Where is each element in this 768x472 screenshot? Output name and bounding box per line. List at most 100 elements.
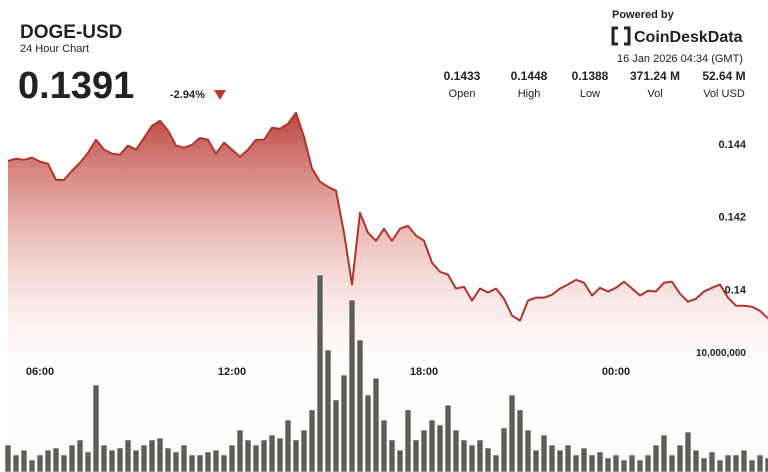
volume-bar: [580, 447, 588, 472]
volume-bar: [252, 444, 260, 472]
stat-value: 371.24 M: [630, 69, 680, 83]
volume-bar: [676, 444, 684, 472]
volume-bar: [92, 384, 100, 472]
volume-bar: [572, 454, 580, 472]
price-area: [8, 112, 768, 472]
volume-bar: [588, 454, 596, 472]
volume-bar: [60, 454, 68, 472]
volume-bar: [492, 454, 500, 472]
volume-bar: [732, 454, 740, 472]
volume-bar: [484, 447, 492, 472]
volume-bar: [100, 444, 108, 472]
volume-bar: [332, 399, 340, 472]
volume-bar: [196, 454, 204, 472]
volume-bar: [524, 429, 532, 472]
volume-bar: [156, 437, 164, 472]
volume-bar: [684, 431, 692, 472]
volume-bar: [692, 449, 700, 472]
volume-bar: [460, 439, 468, 472]
volume-bar: [700, 457, 708, 472]
volume-bar: [164, 447, 172, 472]
x-tick-label: 00:00: [602, 366, 630, 378]
volume-bar: [292, 439, 300, 472]
volume-bar: [124, 439, 132, 472]
stat-value: 0.1433: [444, 69, 481, 83]
y-tick-label: 0.144: [718, 139, 746, 151]
volume-bar: [140, 444, 148, 472]
y-tick-label: 0.142: [718, 212, 746, 224]
volume-bar: [604, 457, 612, 472]
volume-bar: [724, 454, 732, 472]
current-price: 0.1391: [18, 65, 134, 107]
volume-bar: [476, 439, 484, 472]
volume-bar: [412, 439, 420, 472]
volume-bar: [716, 459, 724, 472]
volume-bar: [28, 459, 36, 472]
volume-bar: [380, 419, 388, 472]
stats: 0.1433 Open 0.1448 High 0.1388 Low 371.24 M Vol…: [444, 69, 746, 100]
volume-bar: [276, 437, 284, 472]
volume-bar: [116, 447, 124, 472]
volume-bar: [444, 404, 452, 472]
volume-bar: [612, 454, 620, 472]
volume-bar: [636, 459, 644, 472]
stat-label: Low: [580, 88, 600, 100]
volume-bar: [308, 409, 316, 472]
volume-bar: [340, 374, 348, 472]
volume-bar: [556, 449, 564, 472]
timestamp: 16 Jan 2026 04:34 (GMT): [617, 53, 743, 65]
down-arrow: [214, 90, 226, 100]
stat-value: 0.1448: [511, 69, 548, 83]
volume-bar: [236, 429, 244, 472]
symbol-title: DOGE-USD: [20, 22, 122, 43]
volume-bar: [468, 444, 476, 472]
volume-bar: [452, 429, 460, 472]
volume-bar: [620, 459, 628, 472]
stat-label: Vol USD: [703, 88, 745, 100]
volume-bar: [4, 444, 12, 472]
volume-bar: [756, 454, 764, 472]
x-tick-label: 06:00: [26, 366, 54, 378]
volume-bar: [644, 454, 652, 472]
volume-bar: [372, 377, 380, 472]
volume-bar: [204, 451, 212, 472]
volume-bar: [284, 419, 292, 472]
volume-bar: [668, 454, 676, 472]
price-change: -2.94%: [170, 89, 205, 101]
volume-bar: [324, 349, 332, 472]
volume-bar: [564, 444, 572, 472]
volume-bar: [548, 444, 556, 472]
volume-bar: [148, 439, 156, 472]
volume-bar: [268, 434, 276, 472]
volume-bar: [652, 444, 660, 472]
y-tick-label: 0.14: [725, 285, 747, 297]
subtitle: 24 Hour Chart: [20, 43, 89, 55]
plot-area: 0.144 0.142 0.14 10,000,000 06:00 12:00 18:00 0…: [4, 111, 768, 472]
volume-bar: [12, 454, 20, 472]
volume-bar: [396, 449, 404, 472]
volume-bar: [540, 434, 548, 472]
powered-by: Powered by: [612, 9, 675, 21]
stat-value: 0.1388: [572, 69, 609, 83]
volume-bar: [316, 274, 324, 472]
volume-bar: [764, 457, 768, 472]
volume-bar: [420, 429, 428, 472]
volume-bar: [244, 439, 252, 472]
volume-bar: [132, 449, 140, 472]
volume-bar: [748, 459, 756, 472]
volume-bar: [44, 449, 52, 472]
volume-bar: [212, 449, 220, 472]
volume-bar: [628, 454, 636, 472]
volume-bar: [436, 424, 444, 472]
volume-bar: [532, 449, 540, 472]
volume-bar: [84, 451, 92, 472]
volume-bar: [388, 439, 396, 472]
volume-bar: [76, 439, 84, 472]
volume-bar: [596, 451, 604, 472]
y2-tick-label: 10,000,000: [696, 348, 746, 359]
stat-value: 52.64 M: [702, 69, 745, 83]
volume-bar: [188, 454, 196, 472]
brand-name: CoinDeskData: [634, 29, 743, 46]
